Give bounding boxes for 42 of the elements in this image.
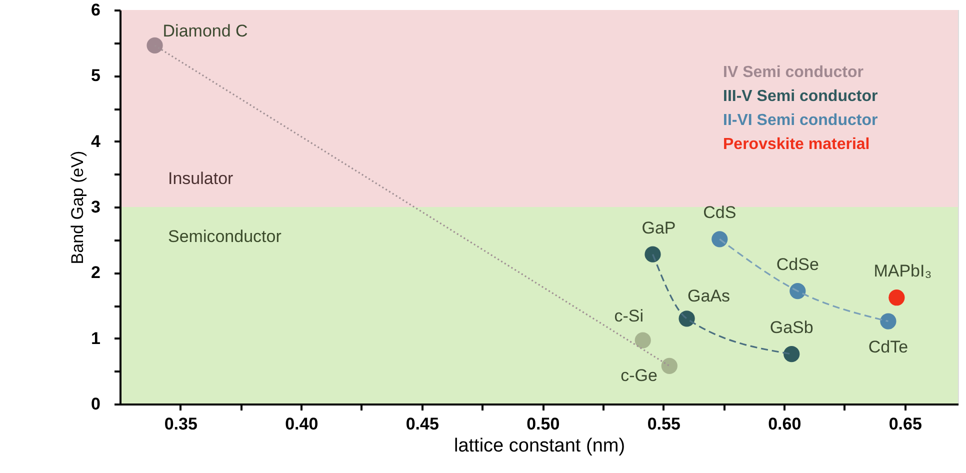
annotation: Diamond C xyxy=(162,21,248,40)
y-tick-label: 0 xyxy=(91,394,100,414)
point xyxy=(146,37,163,54)
annotation: c-Ge xyxy=(620,366,658,385)
x-tick-label: 0.50 xyxy=(526,414,560,434)
y-tick-label: 6 xyxy=(91,0,100,20)
point xyxy=(888,290,905,306)
point xyxy=(790,283,806,300)
y-tick-label: 5 xyxy=(91,66,100,86)
annotation: CdSe xyxy=(776,255,819,274)
annotation: CdTe xyxy=(868,337,908,356)
text: III-V Semi conductor xyxy=(723,88,878,105)
text: II-VI Semi conductor xyxy=(723,112,878,129)
annotation: GaP xyxy=(642,218,676,238)
text: IV Semi conductor xyxy=(723,64,864,81)
y-tick-label: 3 xyxy=(91,198,100,216)
band-label: Insulator xyxy=(168,169,234,188)
point xyxy=(712,231,728,248)
point xyxy=(661,358,678,374)
y-tick-label: 2 xyxy=(91,263,100,282)
annotation: c-Si xyxy=(614,306,644,326)
x-tick-label: 0.65 xyxy=(888,414,922,434)
annotation: GaSb xyxy=(770,318,814,338)
x-axis-title: lattice constant (nm) xyxy=(454,436,626,456)
y-tick-label: 4 xyxy=(91,132,102,151)
point xyxy=(880,313,896,330)
annotation: CdS xyxy=(703,203,736,222)
y-tick-label: 1 xyxy=(91,328,100,348)
point xyxy=(634,332,651,348)
point xyxy=(644,246,661,262)
text: Perovskite material xyxy=(723,136,870,153)
y-axis-title: Band Gap (eV) xyxy=(68,150,88,264)
x-tick-label: 0.40 xyxy=(285,414,318,434)
x-tick-label: 0.60 xyxy=(768,414,802,434)
point xyxy=(784,346,800,362)
band-label: Semiconductor xyxy=(168,227,282,246)
x-tick-label: 0.45 xyxy=(406,414,439,434)
point xyxy=(678,310,695,327)
annotation: GaAs xyxy=(688,286,730,306)
x-tick-label: 0.35 xyxy=(164,414,198,434)
annotation: MAPbI₃ xyxy=(874,262,932,281)
x-tick-label: 0.55 xyxy=(647,414,680,434)
